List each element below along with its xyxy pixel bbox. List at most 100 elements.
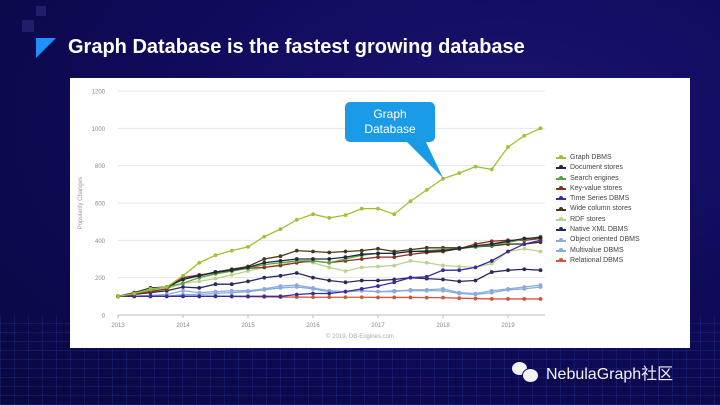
legend-swatch-icon xyxy=(556,175,566,180)
data-point-relational-dbms xyxy=(311,295,315,300)
data-point-relational-dbms xyxy=(473,296,478,301)
chart-credit: © 2019, DB-Engines.com xyxy=(326,333,394,340)
legend-label: Relational DBMS xyxy=(570,256,624,264)
data-point-native-xml-dbms xyxy=(522,267,527,272)
data-point-time-series-dbms xyxy=(181,294,185,299)
data-point-graph-dbms xyxy=(506,145,510,149)
data-point-rdf-stores xyxy=(197,279,202,284)
data-point-graph-dbms xyxy=(148,286,153,291)
data-point-graph-dbms xyxy=(408,199,413,204)
legend-item[interactable]: Multivalue DBMS xyxy=(556,246,640,256)
data-point-native-xml-dbms xyxy=(197,286,202,290)
data-point-search-engines xyxy=(181,281,185,286)
data-point-document-stores xyxy=(522,236,527,241)
legend-swatch-icon xyxy=(556,206,566,211)
decor-square xyxy=(36,6,46,16)
data-point-time-series-dbms xyxy=(441,268,445,273)
data-point-key-value-stores xyxy=(359,257,364,261)
data-point-native-xml-dbms xyxy=(311,275,315,280)
data-point-graph-dbms xyxy=(246,244,250,249)
data-point-native-xml-dbms xyxy=(246,279,250,284)
data-point-rdf-stores xyxy=(522,246,527,251)
legend-item[interactable]: Time Series DBMS xyxy=(556,194,640,204)
legend-label: Time Series DBMS xyxy=(570,195,630,203)
legend-item[interactable]: Search engines xyxy=(556,174,640,184)
data-point-document-stores xyxy=(506,239,510,244)
data-point-object-oriented-dbms xyxy=(392,289,397,294)
data-point-time-series-dbms xyxy=(424,274,429,279)
data-point-graph-dbms xyxy=(392,212,397,217)
legend-label: RDF stores xyxy=(570,215,606,223)
decor-square xyxy=(22,20,34,32)
data-point-relational-dbms xyxy=(294,295,299,299)
data-point-time-series-dbms xyxy=(489,258,494,263)
data-point-time-series-dbms xyxy=(148,294,153,299)
data-point-document-stores xyxy=(538,235,543,240)
data-point-document-stores xyxy=(278,258,283,263)
legend-item[interactable]: Wide column stores xyxy=(556,204,640,214)
y-tick-label: 800 xyxy=(95,164,106,170)
data-point-native-xml-dbms xyxy=(294,271,299,275)
legend-item[interactable]: Object oriented DBMS xyxy=(556,235,640,245)
legend-item[interactable]: Relational DBMS xyxy=(556,256,640,266)
data-point-relational-dbms xyxy=(506,297,510,301)
graph-database-callout: Graph Database xyxy=(345,102,435,142)
data-point-object-oriented-dbms xyxy=(213,289,218,294)
legend-item[interactable]: Key-value stores xyxy=(556,184,640,194)
data-point-graph-dbms xyxy=(327,216,332,220)
data-point-relational-dbms xyxy=(359,295,364,300)
data-point-key-value-stores xyxy=(489,239,494,244)
callout-pointer xyxy=(405,140,443,178)
data-point-wide-column-stores xyxy=(359,248,364,253)
data-point-document-stores xyxy=(489,242,494,246)
data-point-document-stores xyxy=(246,265,250,270)
data-point-graph-dbms xyxy=(164,285,169,289)
data-point-rdf-stores xyxy=(392,263,397,268)
data-point-rdf-stores xyxy=(229,272,234,277)
data-point-graph-dbms xyxy=(457,171,462,176)
data-point-object-oriented-dbms xyxy=(522,285,527,289)
data-point-relational-dbms xyxy=(376,295,380,300)
y-tick-label: 600 xyxy=(95,202,106,208)
data-point-rdf-stores xyxy=(327,265,332,270)
data-point-graph-dbms xyxy=(213,253,218,258)
data-point-search-engines xyxy=(327,260,332,265)
slide-title: Graph Database is the fastest growing da… xyxy=(68,36,525,58)
legend-item[interactable]: Graph DBMS xyxy=(556,153,640,163)
data-point-key-value-stores xyxy=(278,263,283,268)
data-point-graph-dbms xyxy=(132,291,137,296)
data-point-key-value-stores xyxy=(392,255,397,260)
data-point-time-series-dbms xyxy=(246,294,250,299)
data-point-native-xml-dbms xyxy=(506,268,510,273)
data-point-graph-dbms xyxy=(424,188,429,192)
data-point-native-xml-dbms xyxy=(489,270,494,274)
series-line-graph-dbms xyxy=(117,127,541,297)
data-point-graph-dbms xyxy=(538,126,543,131)
data-point-key-value-stores xyxy=(408,252,413,257)
legend-item[interactable]: Native XML DBMS xyxy=(556,225,640,235)
data-point-time-series-dbms xyxy=(294,292,299,297)
data-point-object-oriented-dbms xyxy=(538,283,543,288)
data-point-time-series-dbms xyxy=(164,294,169,299)
data-point-native-xml-dbms xyxy=(376,278,380,283)
data-point-object-oriented-dbms xyxy=(473,291,478,296)
data-point-time-series-dbms xyxy=(311,291,315,296)
legend-item[interactable]: Document stores xyxy=(556,163,640,173)
data-point-relational-dbms xyxy=(538,297,543,301)
data-point-time-series-dbms xyxy=(359,286,364,291)
data-point-object-oriented-dbms xyxy=(294,283,299,288)
data-point-rdf-stores xyxy=(343,269,348,274)
legend-item[interactable]: RDF stores xyxy=(556,215,640,225)
data-point-time-series-dbms xyxy=(213,294,218,299)
legend-swatch-icon xyxy=(556,196,566,201)
x-tick-label: 2017 xyxy=(371,323,385,329)
data-point-key-value-stores xyxy=(262,265,267,270)
data-point-native-xml-dbms xyxy=(457,279,462,284)
data-point-rdf-stores xyxy=(376,264,380,269)
data-point-object-oriented-dbms xyxy=(489,288,494,293)
legend-label: Multivalue DBMS xyxy=(570,246,624,254)
data-point-graph-dbms xyxy=(489,167,494,172)
data-point-document-stores xyxy=(294,257,299,261)
data-point-document-stores xyxy=(311,257,315,261)
wechat-icon xyxy=(512,362,539,383)
